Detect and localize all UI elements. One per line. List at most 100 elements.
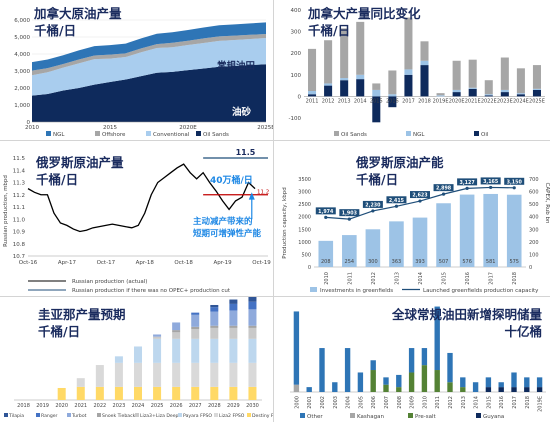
p4-bar-value-label: 581: [486, 259, 496, 265]
p4-xtick-label: 2015: [442, 272, 448, 285]
p4-left-ytick-label: 2500: [298, 202, 311, 208]
label-conventional: 常规油田: [217, 61, 256, 72]
p5-bar-liza3: [248, 327, 257, 339]
p5-bar-payara: [172, 338, 181, 363]
p2-bar-oil: [500, 92, 509, 97]
p3-ytick-label: 11.4: [13, 168, 26, 174]
p5-bar-tilapia: [210, 304, 219, 308]
p5-bar-liza3: [191, 329, 200, 339]
p5-bar-turbot: [172, 322, 181, 331]
p6-xtick-label: 2000: [294, 396, 300, 409]
p6-bar-other: [319, 348, 325, 392]
p1-area-conventional: [32, 38, 266, 96]
p2-bar-oil-sands: [532, 65, 541, 89]
p5-xtick-label: 2018: [17, 403, 30, 409]
vertical-divider: [273, 0, 274, 422]
p6-legend-swatch: [476, 413, 481, 418]
p2-ytick-label: 0: [298, 94, 302, 100]
p4-left-ytick-label: 3000: [298, 190, 311, 196]
p6-xtick-label: 2018: [525, 396, 531, 409]
p3-xtick-label: Apr-19: [214, 260, 233, 266]
p2-bar-oil-sands: [372, 83, 381, 90]
p5-xtick-label: 2023: [113, 403, 126, 409]
p6-bar-kashagan: [293, 384, 300, 392]
p6-bar-guyana: [485, 387, 492, 392]
p4-capacity-label-box: [504, 177, 525, 185]
p4-left-ytick-label: 2000: [298, 215, 311, 221]
p4-legend-label: Launched greenfields production capacity: [423, 288, 539, 294]
p6-bar-pre-salt: [421, 365, 428, 392]
p2-legend-swatch: [406, 131, 411, 136]
p6-bar-other: [511, 372, 517, 388]
p3-xtick-label: Oct-18: [174, 260, 193, 266]
russia-production-chart: 10.7 10.8 10.9 11.0 11.1 11.2 11.3 11.4 11.5 Russ…: [3, 148, 271, 294]
p6-xtick-label: 2001: [307, 396, 313, 409]
p2-bar-ngl: [404, 69, 413, 75]
p6-bar-other: [472, 382, 479, 392]
p5-bar-liza3: [229, 327, 238, 339]
p6-xtick-label: 2003: [333, 396, 339, 409]
p2-bar-oil: [356, 79, 365, 97]
p2-bar-ngl: [532, 88, 541, 90]
global-reserves-panel: 2000 2001 2002 2003 2004 2005 2006 2007 2008 2009…: [274, 297, 550, 422]
panel2-title-line1: 加拿大产量同比变化: [308, 6, 421, 21]
p3-legend-label: Russian production (actual): [72, 279, 147, 285]
p2-bar-ngl: [356, 74, 365, 80]
russia-capacity-panel: 0 500 1000 1500 2000 2500 3000 3500 0 100 200 300 40…: [274, 141, 550, 296]
p5-legend-label: Snoek Tieback: [102, 413, 136, 419]
p2-bar-ngl: [436, 95, 445, 97]
p6-bar-other: [370, 360, 376, 371]
p1-ytick-label: 1,000: [14, 103, 30, 109]
p3-ytick-label: 11.5: [13, 156, 26, 162]
p2-bar-oil: [484, 95, 493, 97]
p3-xtick-label: Apr-18: [136, 260, 155, 266]
p5-bar-destiny: [76, 386, 85, 400]
p4-capacity-point: [371, 209, 375, 213]
p5-legend-swatch: [67, 413, 71, 417]
p6-bar-other: [485, 377, 492, 388]
p5-legend-swatch: [178, 413, 182, 417]
canada-yoy-panel: -100 0 100 200 300 400 2011 2012 2013 2014 2015 201…: [274, 0, 550, 140]
panel1-title: 加拿大原油产量 千桶/日: [34, 5, 122, 39]
p4-right-ytick-label: 200: [529, 240, 539, 246]
p5-bar-destiny: [191, 386, 200, 400]
p2-xtick-label: 2013: [338, 98, 351, 104]
p6-bar-pre-salt: [434, 370, 440, 392]
p6-xtick-label: 2017: [512, 396, 518, 409]
p6-bar-guyana: [511, 387, 517, 392]
p5-bar-destiny: [114, 386, 123, 400]
annot-capacity: 40万桶/日: [210, 176, 253, 186]
p5-bar-payara: [114, 356, 123, 363]
p4-capacity-point: [347, 217, 351, 221]
panel3-title: 俄罗斯原油产量 千桶/日: [36, 154, 124, 188]
p6-xtick-label: 2004: [346, 396, 352, 409]
p4-right-axis-title: CAPEX, Rub bn: [544, 183, 550, 224]
p5-bar-turbot: [191, 314, 200, 327]
p4-bar-investment: [342, 235, 357, 267]
p6-bar-other: [408, 348, 415, 373]
p2-bar-oil-sands: [324, 40, 333, 84]
p6-xtick-label: 2009: [410, 396, 416, 409]
p6-legend-label: Pre-salt: [415, 414, 436, 420]
p1-legend-swatch: [95, 131, 100, 136]
p2-bar-oil: [308, 94, 317, 97]
p2-xtick-label: 2011: [306, 98, 319, 104]
p5-bar-ranger: [191, 312, 200, 315]
p5-legend-label: Liza2 FPSO: [219, 413, 245, 419]
p4-bar-value-label: 254: [345, 259, 355, 265]
p5-bar-payara: [210, 338, 219, 363]
p2-bar-oil-sands: [420, 41, 429, 61]
p6-legend-label: Kashagan: [357, 414, 384, 420]
p4-bar-investment: [318, 240, 334, 267]
global-reserves-chart: 2000 2001 2002 2003 2004 2005 2006 2007 2008 2009…: [290, 306, 546, 420]
p4-capacity-label: 1,903: [342, 211, 357, 217]
p2-bar-oil: [340, 80, 349, 97]
p5-bar-destiny: [95, 386, 104, 400]
p2-bar-ngl: [420, 60, 429, 66]
p2-bar-ngl: [324, 83, 333, 86]
p1-ytick-label: 5,000: [14, 35, 30, 41]
russia-capacity-chart: 0 500 1000 1500 2000 2500 3000 3500 0 100 200 300 40…: [282, 177, 550, 294]
p5-bar-destiny: [133, 386, 143, 400]
p2-bar-oil-sands: [468, 59, 477, 88]
p2-xtick-label: 2025E: [529, 98, 545, 104]
